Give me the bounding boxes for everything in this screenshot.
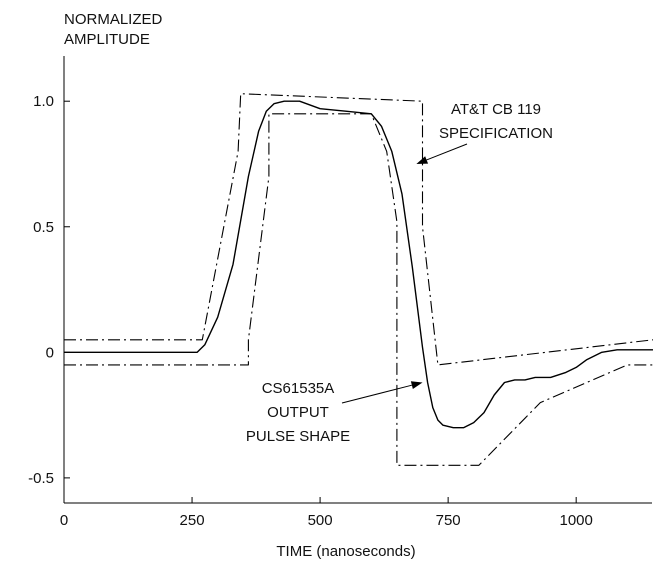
- annotation-output-line-3: PULSE SHAPE: [246, 428, 350, 445]
- x-tick-label: 750: [436, 512, 461, 529]
- annotation-spec-arrowhead: [416, 156, 429, 164]
- series-pulse-line: [64, 100, 653, 429]
- y-title-line-2: AMPLITUDE: [64, 31, 150, 48]
- annotation-output-arrowhead: [410, 381, 423, 390]
- series-layer: [64, 93, 653, 466]
- ticks-layer: 1.0 0.5 0 -0.5 0 250 500 750 1000: [28, 93, 593, 529]
- x-tick-label: 0: [60, 512, 68, 529]
- x-tick-label: 1000: [559, 512, 592, 529]
- y-tick-label: -0.5: [28, 470, 54, 487]
- y-tick-label: 0.5: [33, 219, 54, 236]
- annotation-spec: AT&T CB 119 SPECIFICATION: [416, 101, 553, 164]
- series-upper-line: [64, 93, 653, 366]
- x-tick-label: 250: [180, 512, 205, 529]
- annotation-output-line-2: OUTPUT: [267, 404, 329, 421]
- annotation-spec-arrow: [426, 143, 468, 161]
- y-tick-label: 0: [46, 344, 54, 361]
- y-title-line-1: NORMALIZED: [64, 11, 163, 28]
- annotation-output-arrow: [341, 384, 412, 404]
- annotation-output: CS61535A OUTPUT PULSE SHAPE: [246, 380, 423, 445]
- series-lower-line: [64, 113, 653, 466]
- annotation-spec-line-1: AT&T CB 119: [451, 101, 541, 118]
- y-tick-label: 1.0: [33, 93, 54, 110]
- x-tick-label: 500: [308, 512, 333, 529]
- x-axis-label: TIME (nanoseconds): [276, 543, 415, 560]
- annotation-spec-line-2: SPECIFICATION: [439, 125, 553, 142]
- axes-layer: [63, 56, 652, 504]
- annotation-output-line-1: CS61535A: [262, 380, 335, 397]
